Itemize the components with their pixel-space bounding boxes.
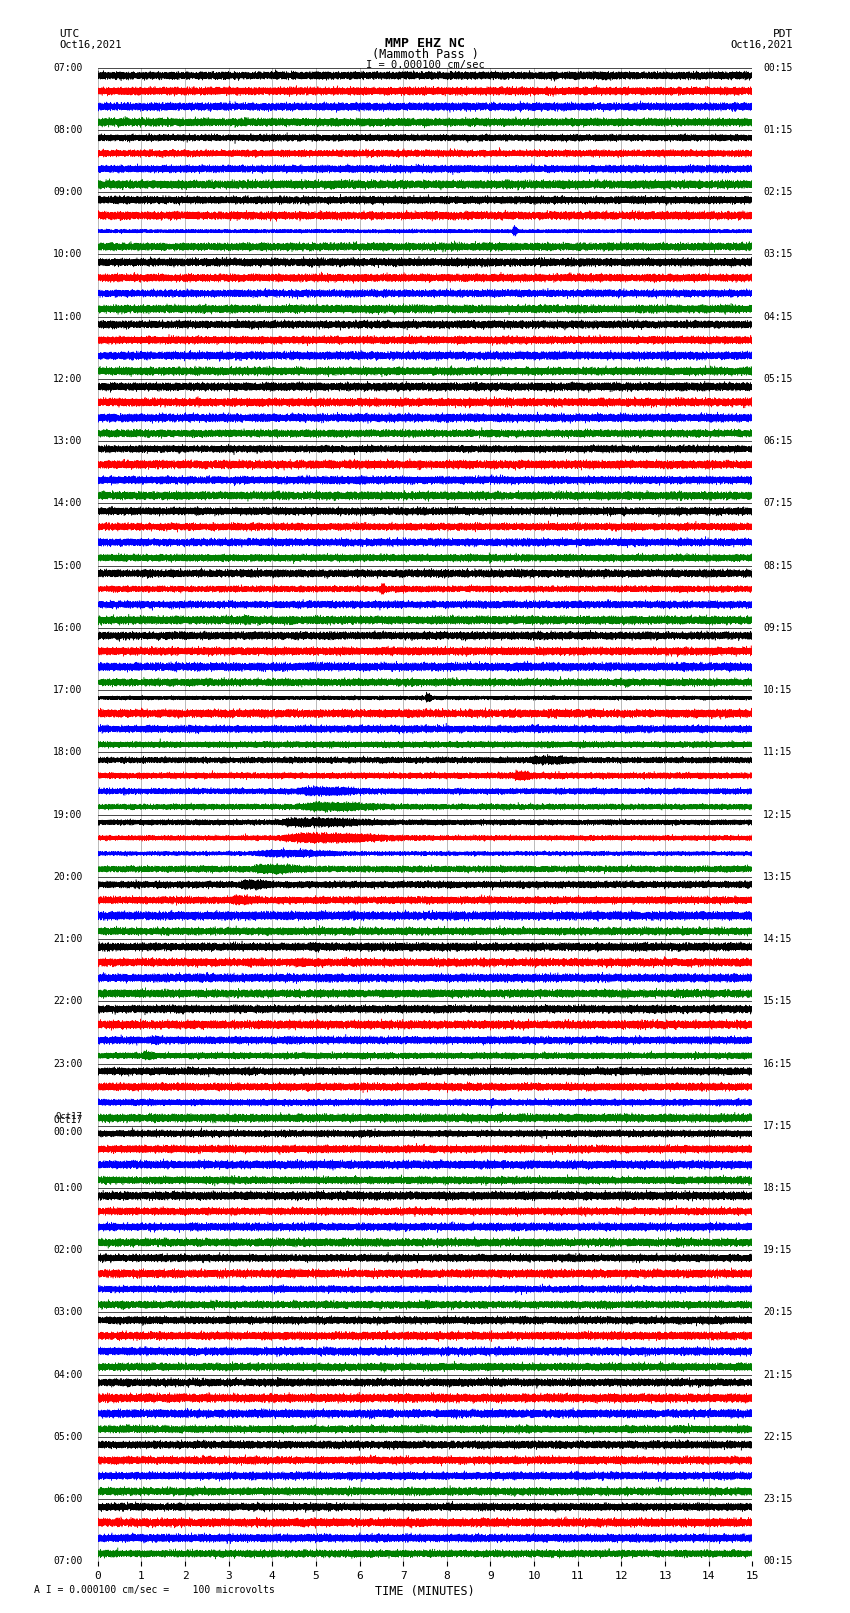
Text: 20:15: 20:15 xyxy=(763,1308,792,1318)
Text: 07:15: 07:15 xyxy=(763,498,792,508)
Text: 02:15: 02:15 xyxy=(763,187,792,197)
Text: 17:00: 17:00 xyxy=(53,686,82,695)
Text: 16:15: 16:15 xyxy=(763,1058,792,1068)
Text: 12:15: 12:15 xyxy=(763,810,792,819)
Text: 18:15: 18:15 xyxy=(763,1182,792,1194)
Text: 21:15: 21:15 xyxy=(763,1369,792,1379)
Text: 15:00: 15:00 xyxy=(53,561,82,571)
Text: 00:15: 00:15 xyxy=(763,63,792,73)
Text: UTC: UTC xyxy=(60,29,80,39)
Text: Oct17: Oct17 xyxy=(55,1111,82,1121)
Text: 23:00: 23:00 xyxy=(53,1058,82,1068)
Text: 03:15: 03:15 xyxy=(763,250,792,260)
Text: 22:15: 22:15 xyxy=(763,1432,792,1442)
X-axis label: TIME (MINUTES): TIME (MINUTES) xyxy=(375,1586,475,1598)
Text: 06:00: 06:00 xyxy=(53,1494,82,1505)
Text: 14:00: 14:00 xyxy=(53,498,82,508)
Text: 04:00: 04:00 xyxy=(53,1369,82,1379)
Text: 17:15: 17:15 xyxy=(763,1121,792,1131)
Text: 13:15: 13:15 xyxy=(763,871,792,882)
Text: 19:00: 19:00 xyxy=(53,810,82,819)
Text: 07:00: 07:00 xyxy=(53,1557,82,1566)
Text: 21:00: 21:00 xyxy=(53,934,82,944)
Text: 14:15: 14:15 xyxy=(763,934,792,944)
Text: 01:00: 01:00 xyxy=(53,1182,82,1194)
Text: 06:15: 06:15 xyxy=(763,436,792,447)
Text: 03:00: 03:00 xyxy=(53,1308,82,1318)
Text: 10:15: 10:15 xyxy=(763,686,792,695)
Text: 08:15: 08:15 xyxy=(763,561,792,571)
Text: PDT: PDT xyxy=(773,29,793,39)
Text: 02:00: 02:00 xyxy=(53,1245,82,1255)
Text: 18:00: 18:00 xyxy=(53,747,82,758)
Text: 05:15: 05:15 xyxy=(763,374,792,384)
Text: I = 0.000100 cm/sec: I = 0.000100 cm/sec xyxy=(366,60,484,69)
Text: MMP EHZ NC: MMP EHZ NC xyxy=(385,37,465,50)
Text: (Mammoth Pass ): (Mammoth Pass ) xyxy=(371,48,479,61)
Text: 05:00: 05:00 xyxy=(53,1432,82,1442)
Text: 22:00: 22:00 xyxy=(53,997,82,1007)
Text: 15:15: 15:15 xyxy=(763,997,792,1007)
Text: 07:00: 07:00 xyxy=(53,63,82,73)
Text: 01:15: 01:15 xyxy=(763,124,792,135)
Text: 23:15: 23:15 xyxy=(763,1494,792,1505)
Text: 08:00: 08:00 xyxy=(53,124,82,135)
Text: 09:15: 09:15 xyxy=(763,623,792,632)
Text: 11:15: 11:15 xyxy=(763,747,792,758)
Text: 13:00: 13:00 xyxy=(53,436,82,447)
Text: 12:00: 12:00 xyxy=(53,374,82,384)
Text: 19:15: 19:15 xyxy=(763,1245,792,1255)
Text: 00:15: 00:15 xyxy=(763,1557,792,1566)
Text: 11:00: 11:00 xyxy=(53,311,82,321)
Text: Oct16,2021: Oct16,2021 xyxy=(730,40,793,50)
Text: 20:00: 20:00 xyxy=(53,871,82,882)
Text: 04:15: 04:15 xyxy=(763,311,792,321)
Text: Oct16,2021: Oct16,2021 xyxy=(60,40,122,50)
Text: A I = 0.000100 cm/sec =    100 microvolts: A I = 0.000100 cm/sec = 100 microvolts xyxy=(34,1586,275,1595)
Text: 16:00: 16:00 xyxy=(53,623,82,632)
Text: 10:00: 10:00 xyxy=(53,250,82,260)
Text: Oct17
00:00: Oct17 00:00 xyxy=(53,1115,82,1137)
Text: 09:00: 09:00 xyxy=(53,187,82,197)
